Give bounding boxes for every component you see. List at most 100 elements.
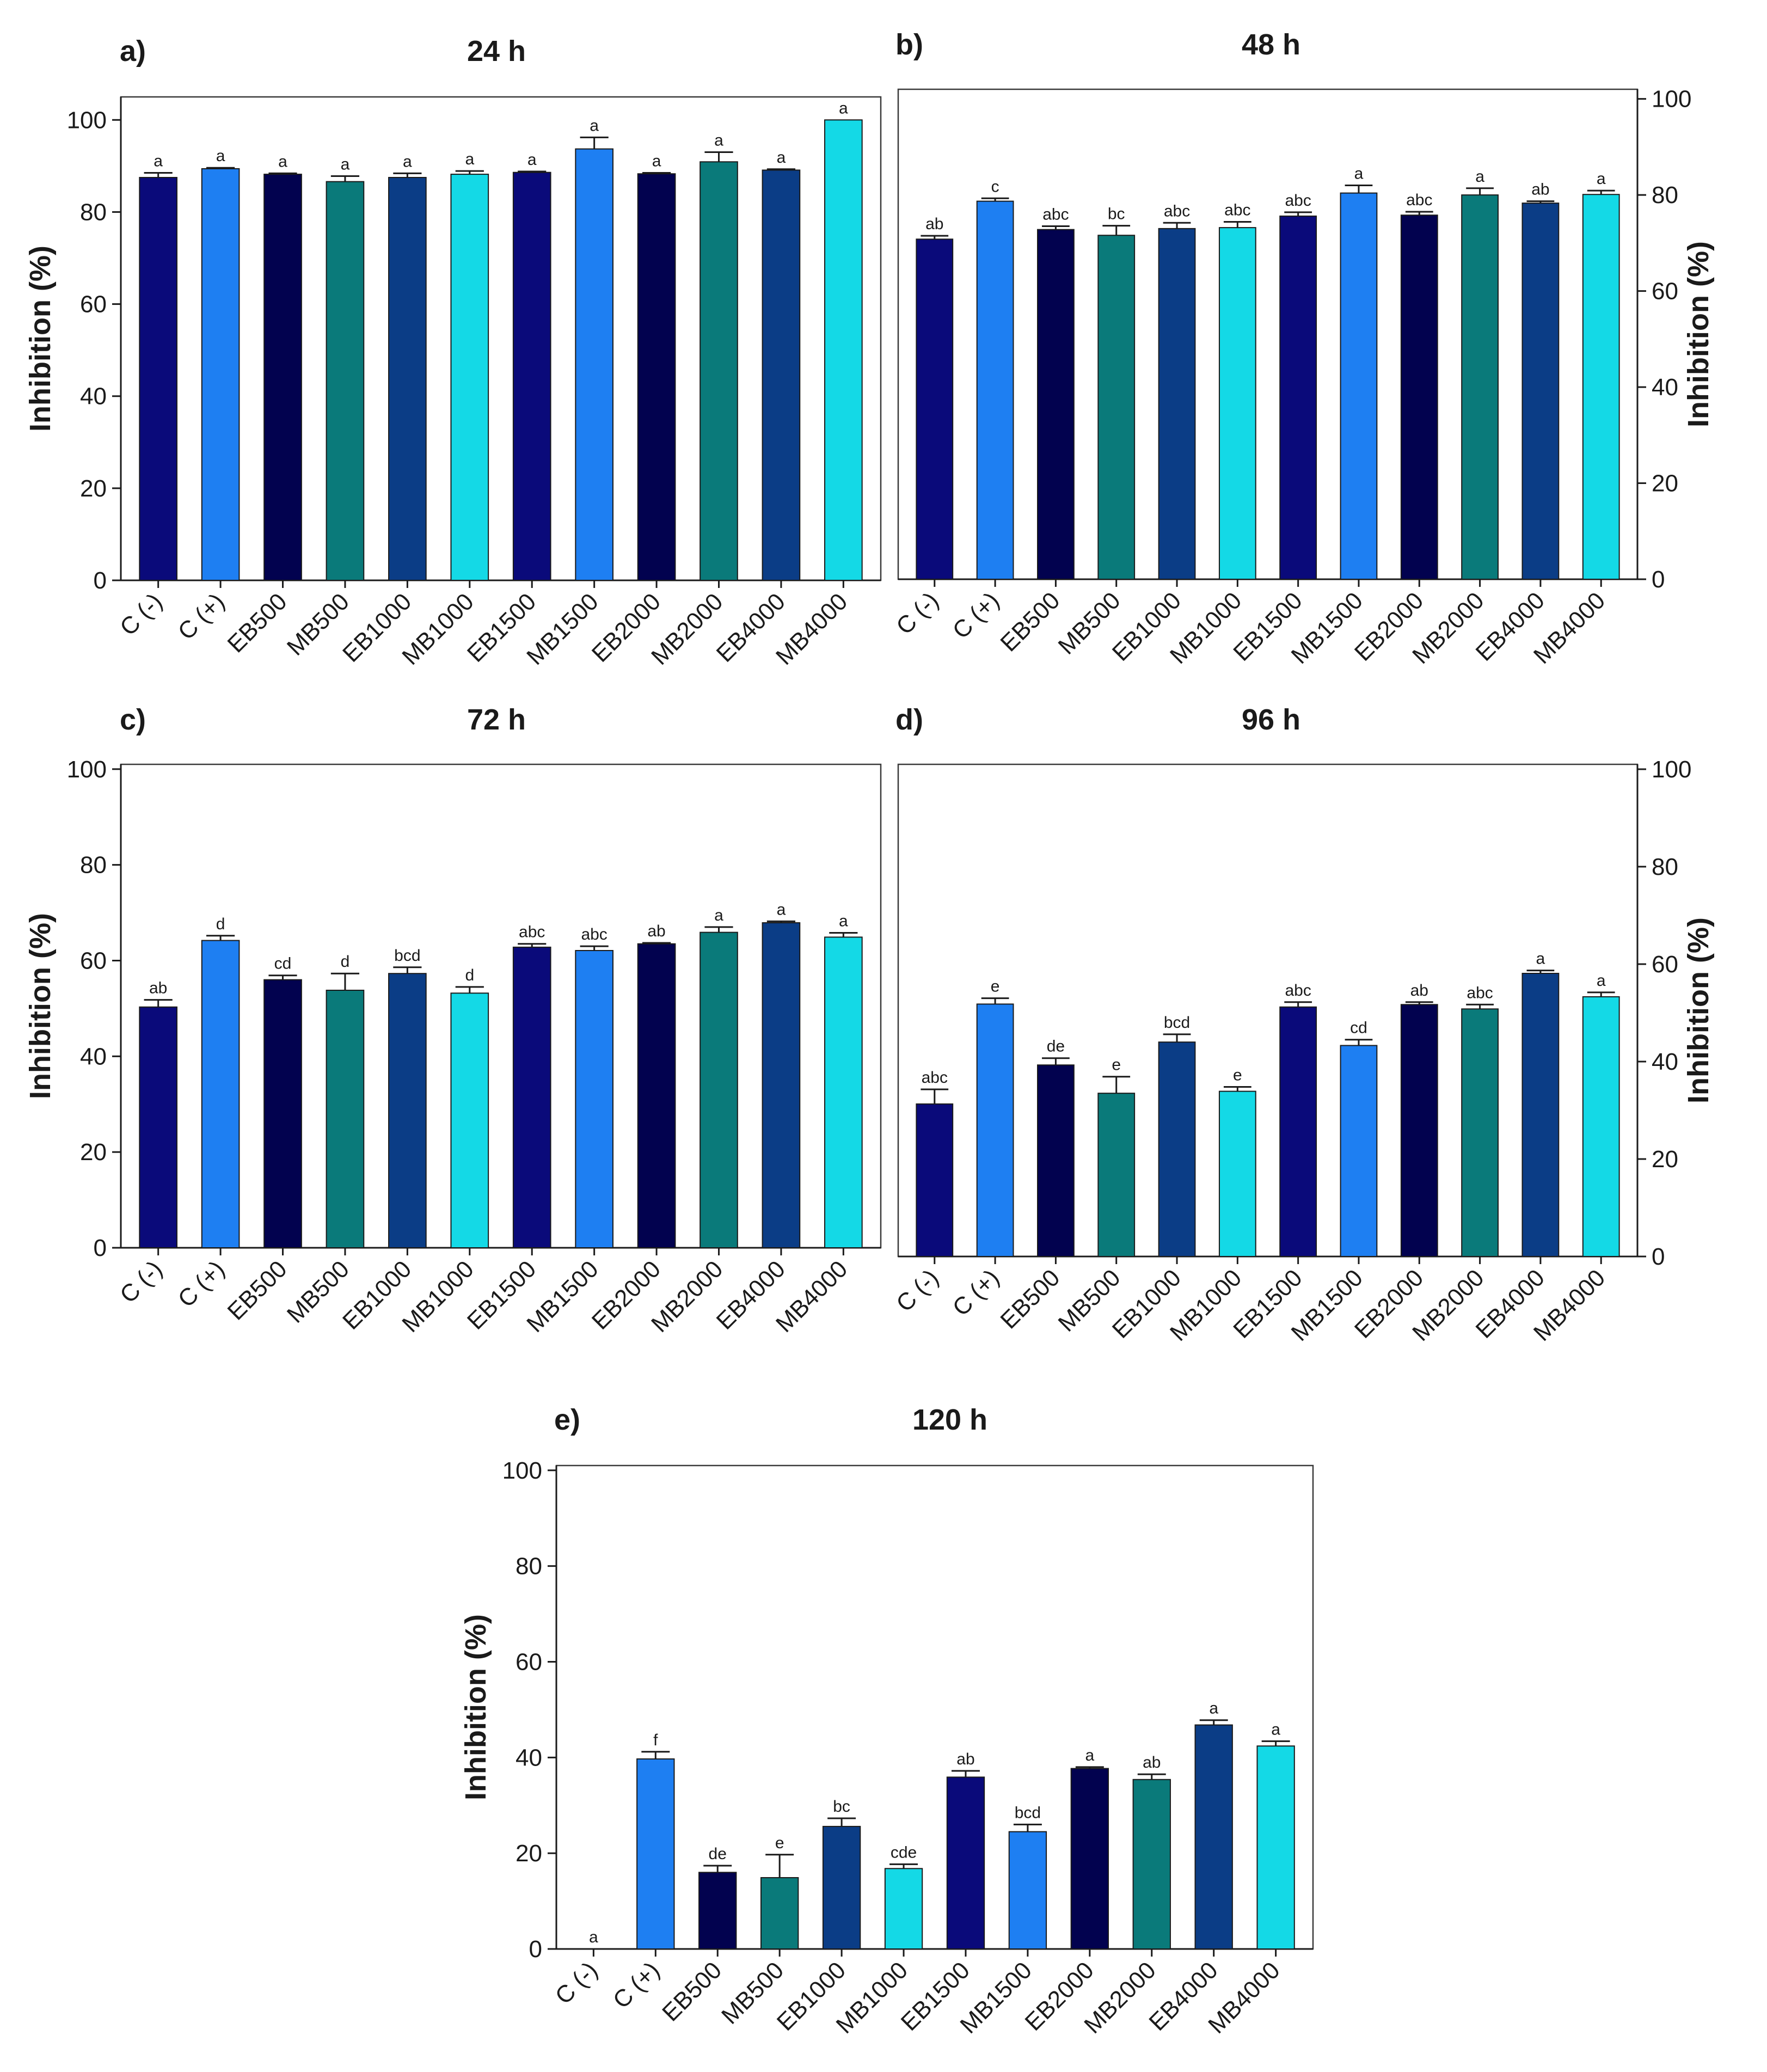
bar-mb2000 — [1132, 1779, 1171, 1950]
bar-eb1500 — [1279, 215, 1317, 580]
bar-mb500 — [760, 1877, 799, 1950]
bar-mb2000 — [1461, 194, 1499, 580]
bar-mb4000 — [1256, 1745, 1295, 1950]
y-tick-label: 60 — [1652, 951, 1678, 978]
bar-c — [976, 1003, 1014, 1258]
y-tick-label: 20 — [80, 1139, 107, 1166]
bar-eb2000 — [637, 943, 676, 1249]
significance-label: cd — [1350, 1019, 1367, 1037]
y-axis-title: Inhibition (%) — [24, 913, 57, 1099]
significance-label: d — [216, 915, 225, 933]
bar-c — [636, 1758, 675, 1950]
bar-eb500 — [1037, 1064, 1075, 1258]
y-tick-label: 0 — [94, 567, 107, 594]
significance-label: a — [1271, 1720, 1280, 1738]
significance-label: a — [839, 99, 848, 117]
significance-label: cd — [274, 955, 292, 973]
y-axis-title: Inhibition (%) — [459, 1614, 492, 1800]
significance-label: d — [465, 966, 474, 984]
significance-label: ab — [1410, 982, 1428, 1000]
y-tick-label: 40 — [1652, 374, 1678, 401]
bar-mb1000 — [1218, 1090, 1256, 1258]
significance-label: a — [714, 906, 723, 924]
significance-label: a — [403, 152, 412, 170]
panel-a-title: 24 h — [467, 35, 526, 68]
y-tick-label: 60 — [516, 1648, 542, 1675]
significance-label: abc — [1042, 205, 1069, 223]
bar-mb500 — [1097, 235, 1136, 580]
bar-mb4000 — [1582, 996, 1620, 1257]
y-tick-label: 0 — [1652, 566, 1665, 593]
panel-b-title: 48 h — [1242, 28, 1300, 61]
bar-eb1500 — [946, 1776, 985, 1950]
bar-mb1000 — [884, 1868, 923, 1950]
bar-mb4000 — [824, 936, 863, 1248]
significance-label: bc — [1108, 205, 1125, 223]
panel-d-title: 96 h — [1242, 703, 1300, 736]
y-tick-label: 20 — [1652, 470, 1678, 497]
y-tick-label: 80 — [516, 1553, 542, 1580]
y-tick-label: 40 — [1652, 1049, 1678, 1075]
significance-label: a — [777, 900, 786, 918]
y-tick-label: 80 — [80, 199, 107, 225]
bar-eb4000 — [1521, 972, 1560, 1257]
significance-label: e — [1112, 1056, 1121, 1074]
significance-label: a — [465, 150, 474, 168]
significance-label: abc — [1406, 191, 1432, 209]
panel-c-letter: c) — [120, 703, 146, 736]
bar-eb500 — [263, 979, 302, 1248]
y-tick-label: 20 — [516, 1840, 542, 1867]
bar-c — [139, 1006, 177, 1248]
y-tick-label: 0 — [94, 1235, 107, 1261]
significance-label: bcd — [1164, 1014, 1190, 1032]
bar-mb1500 — [1008, 1831, 1047, 1950]
y-tick-label: 100 — [502, 1457, 542, 1484]
significance-label: cde — [891, 1843, 917, 1861]
significance-label: e — [775, 1834, 784, 1852]
significance-label: abc — [922, 1069, 948, 1087]
bar-eb1000 — [1158, 1041, 1196, 1257]
y-tick-label: 40 — [80, 383, 107, 410]
bar-mb1000 — [1218, 227, 1256, 580]
bar-eb500 — [1037, 229, 1075, 580]
significance-label: ab — [956, 1750, 974, 1768]
y-tick-label: 100 — [67, 107, 107, 133]
significance-label: a — [1085, 1746, 1094, 1764]
significance-label: abc — [519, 923, 545, 941]
significance-label: a — [1209, 1700, 1218, 1718]
significance-label: de — [709, 1845, 727, 1863]
panel-b-letter: b) — [895, 28, 923, 61]
significance-label: a — [590, 117, 599, 134]
significance-label: bcd — [394, 947, 420, 965]
y-tick-label: 20 — [80, 475, 107, 502]
y-tick-label: 0 — [1652, 1243, 1665, 1270]
y-tick-label: 40 — [516, 1744, 542, 1771]
panel-a-letter: a) — [120, 35, 146, 68]
bar-c — [916, 1103, 954, 1257]
significance-label: abc — [1285, 192, 1311, 210]
bar-mb2000 — [700, 931, 738, 1248]
bar-eb1500 — [1279, 1006, 1317, 1257]
significance-label: a — [652, 152, 661, 170]
bar-eb2000 — [637, 173, 676, 581]
significance-label: a — [777, 149, 786, 167]
bar-mb1000 — [450, 992, 489, 1248]
significance-label: c — [991, 177, 999, 195]
y-tick-label: 80 — [80, 852, 107, 879]
significance-label: a — [839, 912, 848, 930]
y-axis-title: Inhibition (%) — [24, 246, 57, 432]
bar-mb2000 — [700, 161, 738, 581]
significance-label: abc — [1224, 201, 1250, 219]
significance-label: a — [527, 151, 537, 169]
y-tick-label: 100 — [67, 756, 107, 783]
significance-label: bcd — [1015, 1804, 1041, 1822]
bar-eb2000 — [1070, 1768, 1109, 1950]
significance-label: abc — [1285, 982, 1311, 1000]
significance-label: a — [1475, 168, 1484, 186]
significance-label: abc — [581, 925, 607, 943]
bar-eb1000 — [388, 177, 427, 581]
bar-mb1500 — [575, 950, 613, 1248]
significance-label: e — [991, 978, 1000, 996]
significance-label: a — [1597, 972, 1606, 990]
